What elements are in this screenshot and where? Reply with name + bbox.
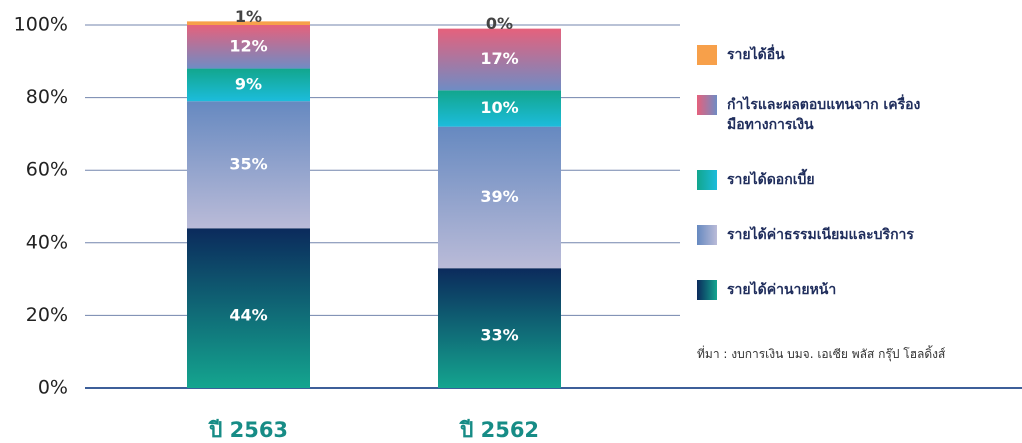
x-tick-label: ปี 2563 [207,418,288,442]
value-label: 39% [480,187,518,206]
legend-item: รายได้อื่น [697,45,997,65]
legend-item: รายได้ค่าธรรมเนียมและบริการ [697,225,997,245]
bar-segment [187,101,310,229]
value-label: 12% [229,36,267,55]
bar-segment [187,68,310,102]
legend-item: กำไรและผลตอบแทนจาก เครื่องมือทางการเงิน [697,95,997,135]
value-label: 44% [229,306,267,325]
y-tick-label: 60% [26,159,68,181]
legend-label: รายได้ดอกเบี้ย [727,172,815,188]
value-label: 17% [480,49,518,68]
legend-label: รายได้ค่านายหน้า [727,282,837,298]
y-tick-label: 20% [26,304,68,326]
bar-segment [438,28,561,91]
legend-swatch [697,45,717,65]
bar-segment [438,126,561,269]
value-label: 35% [229,154,267,173]
bar-segment [187,25,310,69]
y-tick-label: 100% [14,14,68,36]
y-tick-label: 0% [38,377,68,399]
value-label: 10% [480,98,518,117]
value-label: 1% [235,7,262,26]
bar-segment [438,268,561,388]
legend-swatch [697,170,717,190]
bar-segment [438,90,561,127]
value-label: 9% [235,74,262,93]
legend-swatch [697,280,717,300]
legend-swatch [697,225,717,245]
legend-item: รายได้ค่านายหน้า [697,280,997,300]
value-label: 33% [480,326,518,345]
legend-label: กำไรและผลตอบแทนจาก เครื่องมือทางการเงิน [727,97,921,133]
source-note: ที่มา : งบการเงิน บมจ. เอเซีย พลัส กรุ๊ป… [697,347,946,361]
x-tick-label: ปี 2562 [458,418,539,442]
y-tick-label: 40% [26,231,68,253]
legend-label: รายได้อื่น [727,47,785,63]
y-tick-label: 80% [26,86,68,108]
legend-swatch [697,95,717,115]
legend-item: รายได้ดอกเบี้ย [697,170,997,190]
bar-segment [187,228,310,388]
legend-label: รายได้ค่าธรรมเนียมและบริการ [727,227,914,243]
bar-segment [187,21,310,25]
value-label: 0% [486,14,513,33]
